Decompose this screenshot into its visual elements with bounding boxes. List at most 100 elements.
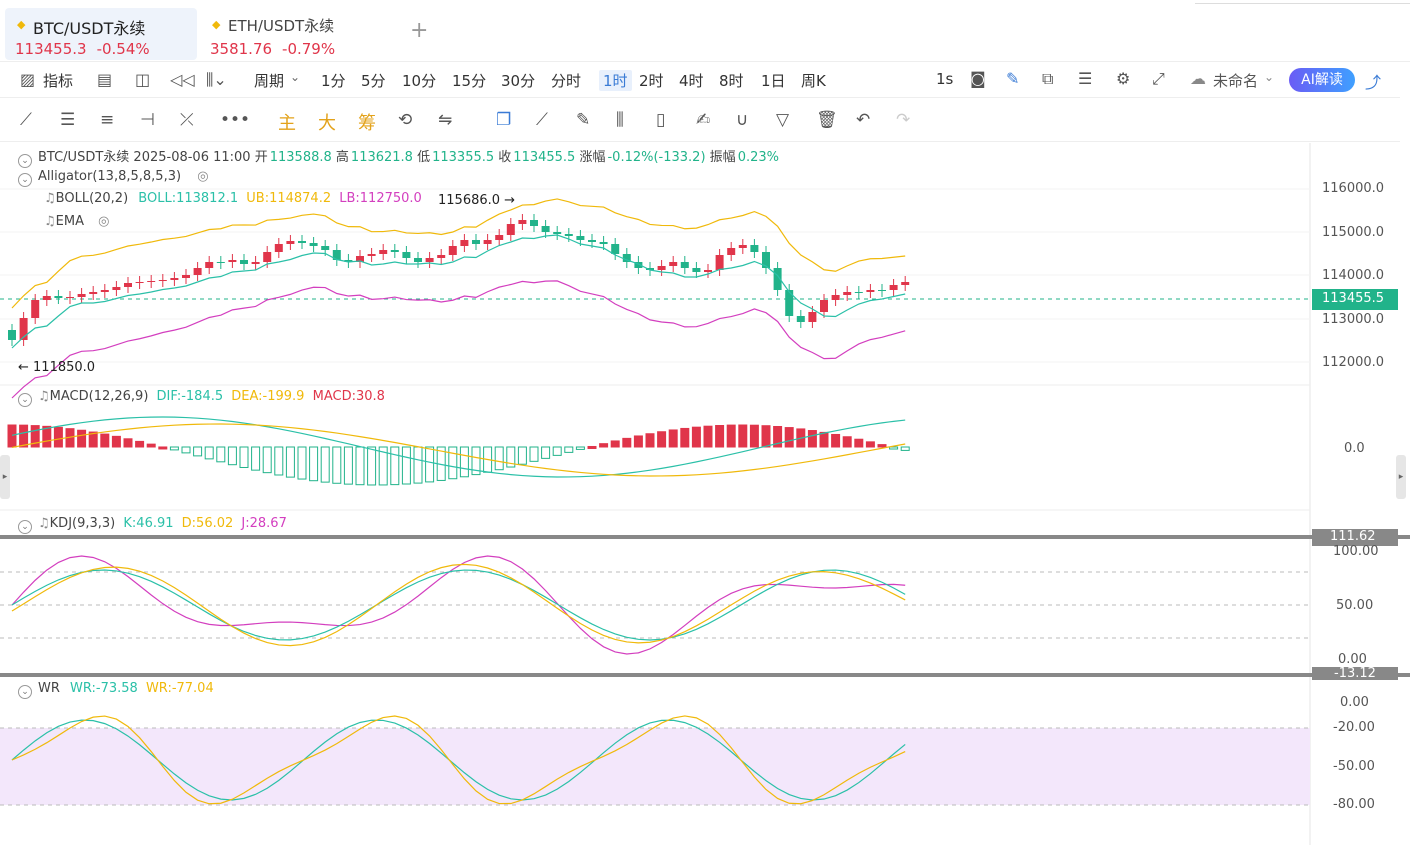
wr-band <box>0 728 1310 805</box>
note-icon[interactable]: ✍ <box>696 110 711 130</box>
interval-11[interactable]: 周K <box>801 72 826 90</box>
interval-1[interactable]: 5分 <box>361 72 386 90</box>
macd-bar <box>657 431 667 448</box>
collapse-chevron-icon[interactable]: ⌄ <box>18 685 32 699</box>
candle-body <box>611 244 620 254</box>
eye-hidden-icon[interactable]: ◎ <box>197 169 209 184</box>
bell-icon[interactable]: ♫ <box>38 389 50 404</box>
bell-icon[interactable]: ♫ <box>44 214 56 229</box>
bell-icon[interactable]: ♫ <box>38 516 50 531</box>
cross-line-icon[interactable]: ⤫ <box>180 110 194 130</box>
macd-bar <box>413 446 423 484</box>
macd-bar <box>425 446 435 483</box>
collapse-chevron-icon[interactable]: ⌄ <box>18 173 32 187</box>
candle-body <box>158 280 167 281</box>
brush-icon[interactable]: ✎ <box>576 110 591 130</box>
chevron-down-icon[interactable]: ⌄ <box>1264 70 1275 84</box>
interval-7[interactable]: 2时 <box>639 72 664 90</box>
trash-icon[interactable]: 🗑 <box>816 110 838 130</box>
kdj-d-line <box>11 563 906 647</box>
low-value: 113355.5 <box>432 150 495 165</box>
macd-bar <box>239 446 249 468</box>
kline-chart[interactable] <box>0 143 1410 845</box>
camera-icon[interactable]: ◙ <box>970 69 986 88</box>
chip-distribution-button[interactable]: 筹 <box>358 113 376 134</box>
gear-icon[interactable]: ⚙ <box>1116 69 1131 88</box>
indicator-icon[interactable]: ▨ <box>20 70 36 89</box>
fullscreen-icon[interactable]: ⤢ <box>1152 69 1165 88</box>
chevron-down-icon[interactable]: ⌄ <box>290 70 301 84</box>
candle-body <box>553 232 562 234</box>
macd-bar <box>111 435 121 448</box>
interval-5[interactable]: 分时 <box>551 72 582 90</box>
horizontal-ray-icon[interactable]: ⊣ <box>140 110 155 130</box>
magnet-icon[interactable]: ∪ <box>736 110 749 130</box>
filter-icon[interactable]: ▽ <box>776 110 790 130</box>
macd-bar <box>88 431 98 448</box>
collapse-chevron-icon[interactable]: ⌄ <box>18 154 32 168</box>
calendar-icon[interactable]: ▤ <box>97 70 113 89</box>
eye-hidden-icon[interactable]: ◎ <box>98 214 110 229</box>
list-settings-icon[interactable]: ☰ <box>1078 69 1093 88</box>
refresh-rate[interactable]: 1s <box>936 70 954 88</box>
interval-3[interactable]: 15分 <box>452 72 487 90</box>
share-icon[interactable]: ⤴ <box>1365 73 1382 92</box>
ema-label: EMA <box>55 214 84 229</box>
redo-icon[interactable]: ↷ <box>896 110 911 130</box>
undo-icon[interactable]: ↶ <box>856 110 871 130</box>
boll-lower-line <box>11 280 906 399</box>
interval-10[interactable]: 1日 <box>761 72 786 90</box>
bars-icon[interactable]: ⫼ <box>616 110 624 130</box>
battery-icon[interactable]: ▯ <box>656 110 666 130</box>
collapse-chevron-icon[interactable]: ⌄ <box>18 520 32 534</box>
collapse-chevron-icon[interactable]: ⌄ <box>18 393 32 407</box>
indicators-button[interactable]: 指标 <box>43 72 74 90</box>
candle-type-icon[interactable]: ⫼⌄ <box>206 70 227 89</box>
layout-name-dropdown[interactable]: 未命名 <box>1213 72 1259 90</box>
swap-icon[interactable]: ⇋ <box>438 110 453 130</box>
period-dropdown[interactable]: 周期 <box>254 72 285 90</box>
pen-icon[interactable]: ✎ <box>1006 69 1020 88</box>
parallel-lines-icon[interactable]: ☰ <box>60 110 76 130</box>
large-order-button[interactable]: 大 <box>318 113 336 134</box>
bell-icon[interactable]: ♫ <box>44 191 56 206</box>
binance-icon: ◆ <box>212 18 221 31</box>
ai-interpret-button[interactable]: AI解读 <box>1289 68 1355 92</box>
low-marker: ← 111850.0 <box>18 360 96 375</box>
candle-body <box>878 290 886 291</box>
interval-4[interactable]: 30分 <box>501 72 536 90</box>
macd-bar <box>343 446 353 485</box>
tab-btc-usdt[interactable]: ◆ BTC/USDT永续 113455.3 -0.54% <box>5 8 197 60</box>
more-tools-icon[interactable]: ••• <box>220 110 251 130</box>
ruler-icon[interactable]: ⟋ <box>536 110 548 130</box>
boll-info: ♫BOLL(20,2) BOLL:113812.1 UB:114874.2 LB… <box>44 191 422 206</box>
candle-body <box>715 255 724 270</box>
trendline-icon[interactable]: ⟋ <box>20 110 32 130</box>
candle-body <box>576 236 585 240</box>
compare-icon[interactable]: ⟲ <box>398 110 413 130</box>
price-tick: 114000.0 <box>1322 268 1385 283</box>
interval-2[interactable]: 10分 <box>402 72 437 90</box>
horizontal-lines-icon[interactable]: ≡ <box>100 110 115 130</box>
alligator-info: ⌄ Alligator(13,8,5,8,5,3) ◎ <box>18 169 209 187</box>
candle-body <box>854 292 863 293</box>
add-tab-icon[interactable]: + <box>410 18 429 43</box>
left-scroll-handle[interactable]: ▸ <box>0 455 10 499</box>
macd-bar <box>506 446 516 468</box>
copy-icon[interactable]: ❐ <box>496 110 512 130</box>
kdj-d-value: D:56.02 <box>181 516 234 531</box>
macd-bar <box>749 424 759 448</box>
interval-0[interactable]: 1分 <box>321 72 346 90</box>
tab-eth-usdt[interactable]: ◆ ETH/USDT永续 3581.76 -0.79% <box>200 8 390 60</box>
interval-8[interactable]: 4时 <box>679 72 704 90</box>
cloud-icon[interactable]: ☁ <box>1190 69 1206 88</box>
popout-icon[interactable]: ⧉ <box>1042 69 1054 88</box>
candle-body <box>286 241 295 244</box>
rewind-icon[interactable]: ◁◁ <box>170 70 195 89</box>
right-scroll-handle[interactable]: ▸ <box>1396 455 1406 499</box>
main-chips-button[interactable]: 主 <box>278 113 296 134</box>
interval-9[interactable]: 8时 <box>719 72 744 90</box>
macd-tick: 0.0 <box>1344 441 1365 456</box>
layout-icon[interactable]: ◫ <box>135 70 151 89</box>
interval-6[interactable]: 1时 <box>599 70 632 91</box>
